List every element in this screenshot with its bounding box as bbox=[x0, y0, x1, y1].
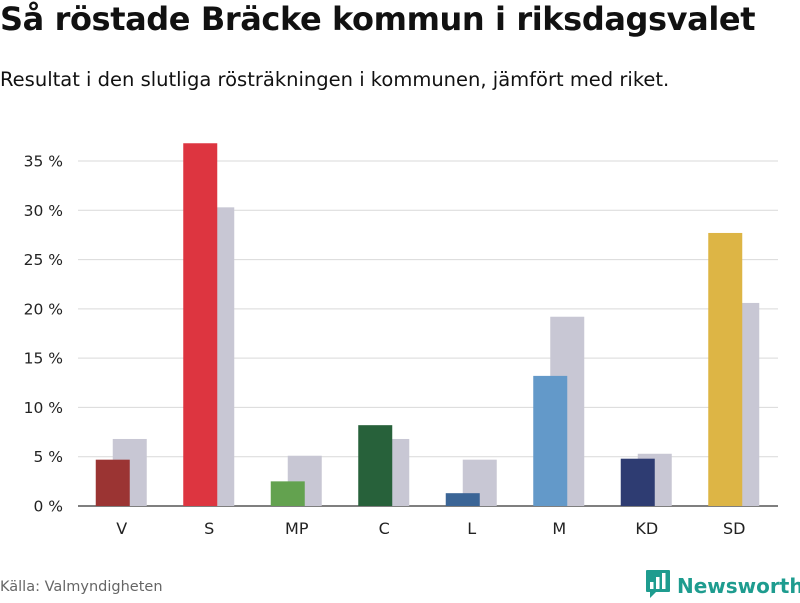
x-tick-label: L bbox=[467, 519, 476, 538]
bars bbox=[95, 143, 760, 507]
chart-subtitle: Resultat i den slutliga rösträkningen i … bbox=[0, 68, 670, 91]
x-tick-label: V bbox=[116, 519, 127, 538]
bar-kommun-sd bbox=[708, 232, 743, 506]
x-tick-label: SD bbox=[723, 519, 745, 538]
x-tick-label: MP bbox=[285, 519, 309, 538]
x-axis-ticks: V S MP C L M KD SD bbox=[116, 519, 745, 538]
bar-kommun-mp bbox=[270, 481, 305, 506]
x-tick-label: S bbox=[204, 519, 214, 538]
bar-kommun-m bbox=[533, 375, 568, 506]
chart-title: Så röstade Bräcke kommun i riksdagsvalet bbox=[0, 0, 756, 38]
gridlines bbox=[78, 160, 778, 507]
brand-name: Newsworthy bbox=[677, 574, 800, 598]
bar-kommun-l bbox=[445, 493, 480, 506]
y-tick-label: 10 % bbox=[24, 399, 63, 417]
bar-kommun-s bbox=[183, 143, 218, 506]
y-tick-label: 35 % bbox=[24, 153, 63, 171]
bar-kommun-kd bbox=[620, 458, 655, 506]
bar-kommun-v bbox=[95, 459, 130, 506]
y-tick-label: 20 % bbox=[24, 300, 63, 318]
y-tick-label: 15 % bbox=[24, 350, 63, 368]
y-tick-label: 0 % bbox=[33, 498, 63, 516]
x-tick-label: C bbox=[379, 519, 390, 538]
y-tick-label: 25 % bbox=[24, 251, 63, 269]
source-note: Källa: Valmyndigheten bbox=[0, 579, 163, 595]
y-tick-label: 5 % bbox=[33, 448, 63, 466]
x-tick-label: KD bbox=[635, 519, 658, 538]
bar-kommun-c bbox=[358, 425, 393, 506]
x-tick-label: M bbox=[552, 519, 566, 538]
y-axis-ticks: 0 % 5 % 10 % 15 % 20 % 25 % 30 % 35 % bbox=[24, 153, 63, 516]
newsworthy-logo-icon bbox=[645, 569, 671, 603]
y-tick-label: 30 % bbox=[24, 202, 63, 220]
brand-logo[interactable]: Newsworthy bbox=[645, 569, 800, 603]
